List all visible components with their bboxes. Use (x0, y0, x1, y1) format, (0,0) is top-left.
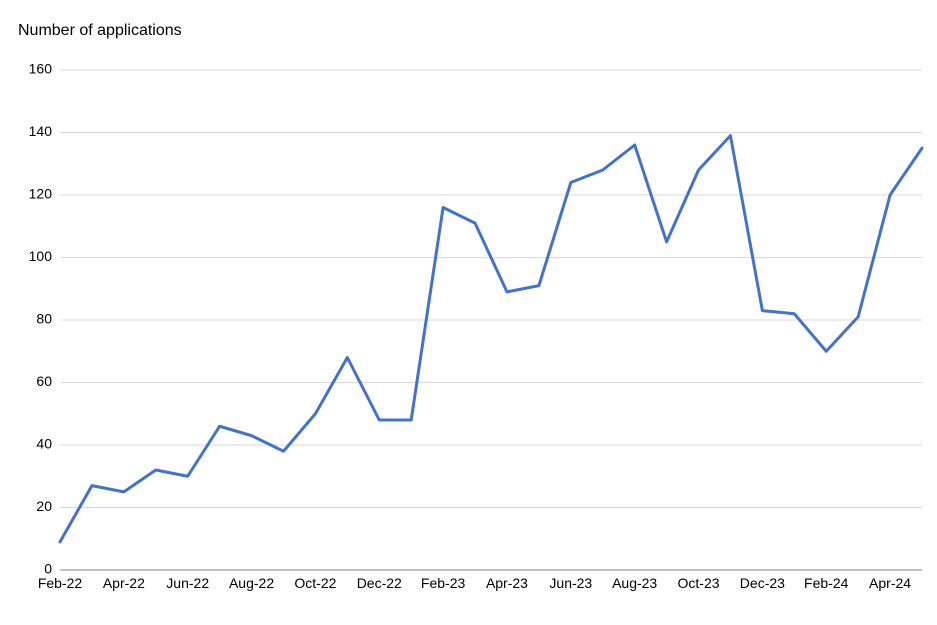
x-tick-label: Oct-22 (294, 575, 336, 591)
line-chart: 020406080100120140160Feb-22Apr-22Jun-22A… (0, 0, 937, 625)
y-tick-label: 120 (29, 186, 53, 202)
x-tick-label: Feb-22 (38, 575, 83, 591)
chart-background (0, 0, 937, 625)
y-tick-label: 160 (29, 61, 53, 77)
x-tick-label: Jun-23 (549, 575, 592, 591)
y-tick-label: 80 (36, 311, 52, 327)
y-tick-label: 20 (36, 498, 52, 514)
y-tick-label: 60 (36, 373, 52, 389)
chart-title: Number of applications (18, 22, 182, 40)
y-tick-label: 40 (36, 436, 52, 452)
x-tick-label: Apr-23 (486, 575, 528, 591)
x-tick-label: Feb-24 (804, 575, 849, 591)
x-tick-label: Apr-24 (869, 575, 911, 591)
x-tick-label: Apr-22 (103, 575, 145, 591)
y-tick-label: 100 (29, 248, 53, 264)
x-tick-label: Oct-23 (678, 575, 720, 591)
x-tick-label: Jun-22 (166, 575, 209, 591)
y-tick-label: 140 (29, 123, 53, 139)
x-tick-label: Dec-23 (740, 575, 785, 591)
x-tick-label: Aug-23 (612, 575, 657, 591)
x-tick-label: Dec-22 (357, 575, 402, 591)
x-tick-label: Feb-23 (421, 575, 466, 591)
chart-container: Number of applications 02040608010012014… (0, 0, 937, 625)
x-tick-label: Aug-22 (229, 575, 274, 591)
